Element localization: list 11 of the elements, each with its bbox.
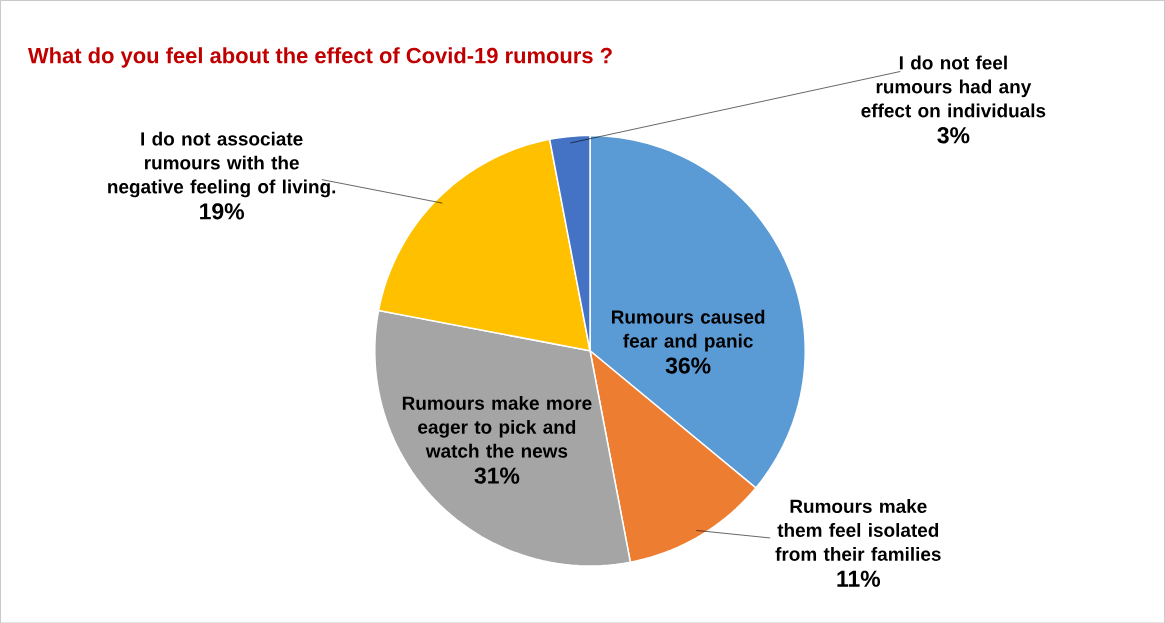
slice-label: Rumours make more eager to pick and watch the news	[402, 395, 592, 458]
slice-label: Rumours caused fear and panic	[611, 309, 765, 352]
slice-label: I do not feel rumours had any effect on individuals	[861, 55, 1046, 118]
data-label: 3%	[937, 126, 970, 144]
chart-title: What do you feel about the effect of Covid-19 rumours ?	[27, 47, 612, 68]
slice-label: Rumours make them feel isolated from their families	[775, 498, 941, 561]
slice-label: I do not associate rumours with the negative feeling of living.	[108, 131, 336, 198]
data-label: 11%	[837, 570, 881, 587]
data-label: 19%	[200, 203, 244, 220]
data-label: 36%	[665, 357, 711, 374]
data-label: 31%	[474, 467, 520, 484]
